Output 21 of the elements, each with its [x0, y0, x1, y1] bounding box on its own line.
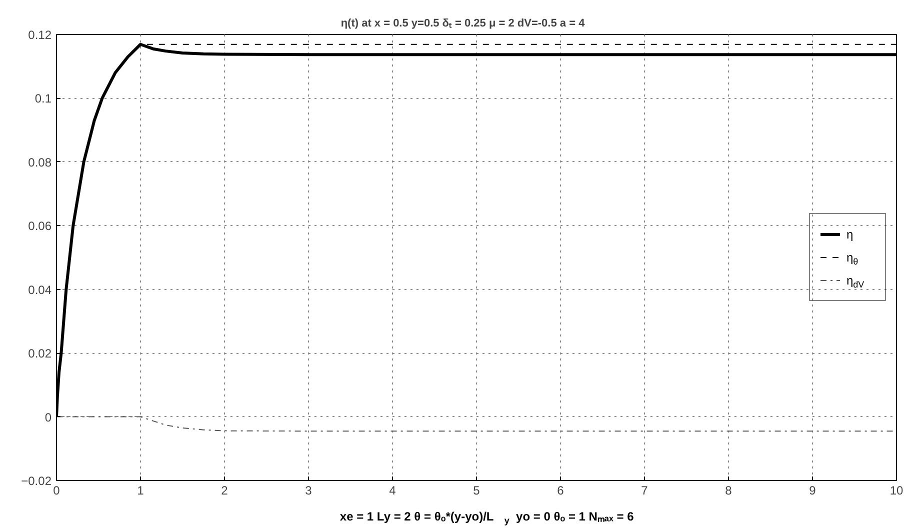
x-tick-label: 3 [305, 484, 312, 498]
y-tick-label: 0 [44, 410, 52, 424]
x-tick-label: 2 [221, 484, 228, 498]
y-tick-label: 0.04 [28, 282, 52, 297]
y-tick-label: −0.02 [21, 474, 52, 488]
x-tick-label: 0 [53, 484, 60, 498]
x-tick-label: 1 [137, 484, 144, 498]
legend-label: η [846, 228, 854, 242]
y-tick-label: 0.02 [28, 346, 52, 361]
x-tick-label: 7 [641, 484, 648, 498]
x-tick-label: 4 [389, 484, 396, 498]
x-tick-label: 9 [809, 484, 816, 498]
y-tick-label: 0.08 [28, 155, 52, 170]
chart-title: η(t) at x = 0.5 y=0.5 δₜ = 0.25 μ = 2 dV=-0.5 a = 4 [340, 18, 586, 30]
x-tick-label: 10 [890, 484, 904, 498]
y-tick-label: 0.1 [34, 92, 52, 106]
x-tick-label: 8 [725, 484, 732, 498]
y-tick-label: 0.06 [28, 219, 52, 234]
y-tick-label: 0.12 [28, 28, 52, 42]
x-tick-label: 5 [473, 484, 480, 498]
x-tick-label: 6 [557, 484, 564, 498]
